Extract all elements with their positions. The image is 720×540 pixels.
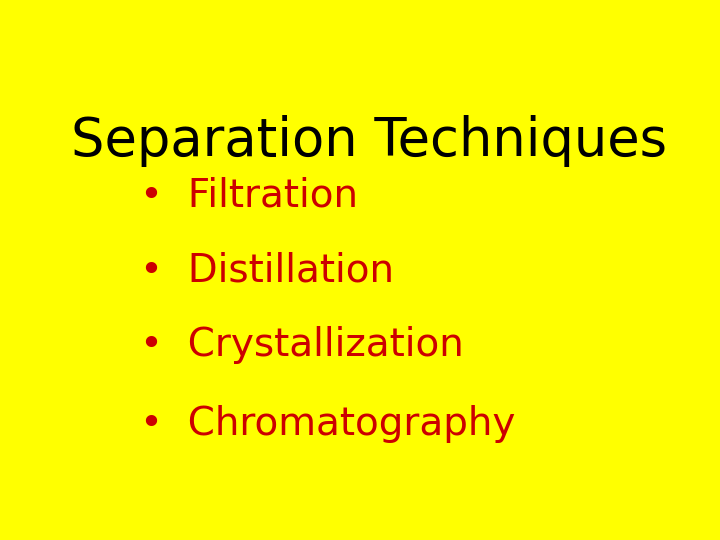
Text: •  Filtration: • Filtration [140, 177, 359, 215]
Text: •  Crystallization: • Crystallization [140, 327, 464, 364]
Text: •  Distillation: • Distillation [140, 252, 395, 289]
Text: Separation Techniques: Separation Techniques [71, 114, 667, 167]
Text: •  Chromatography: • Chromatography [140, 406, 516, 443]
